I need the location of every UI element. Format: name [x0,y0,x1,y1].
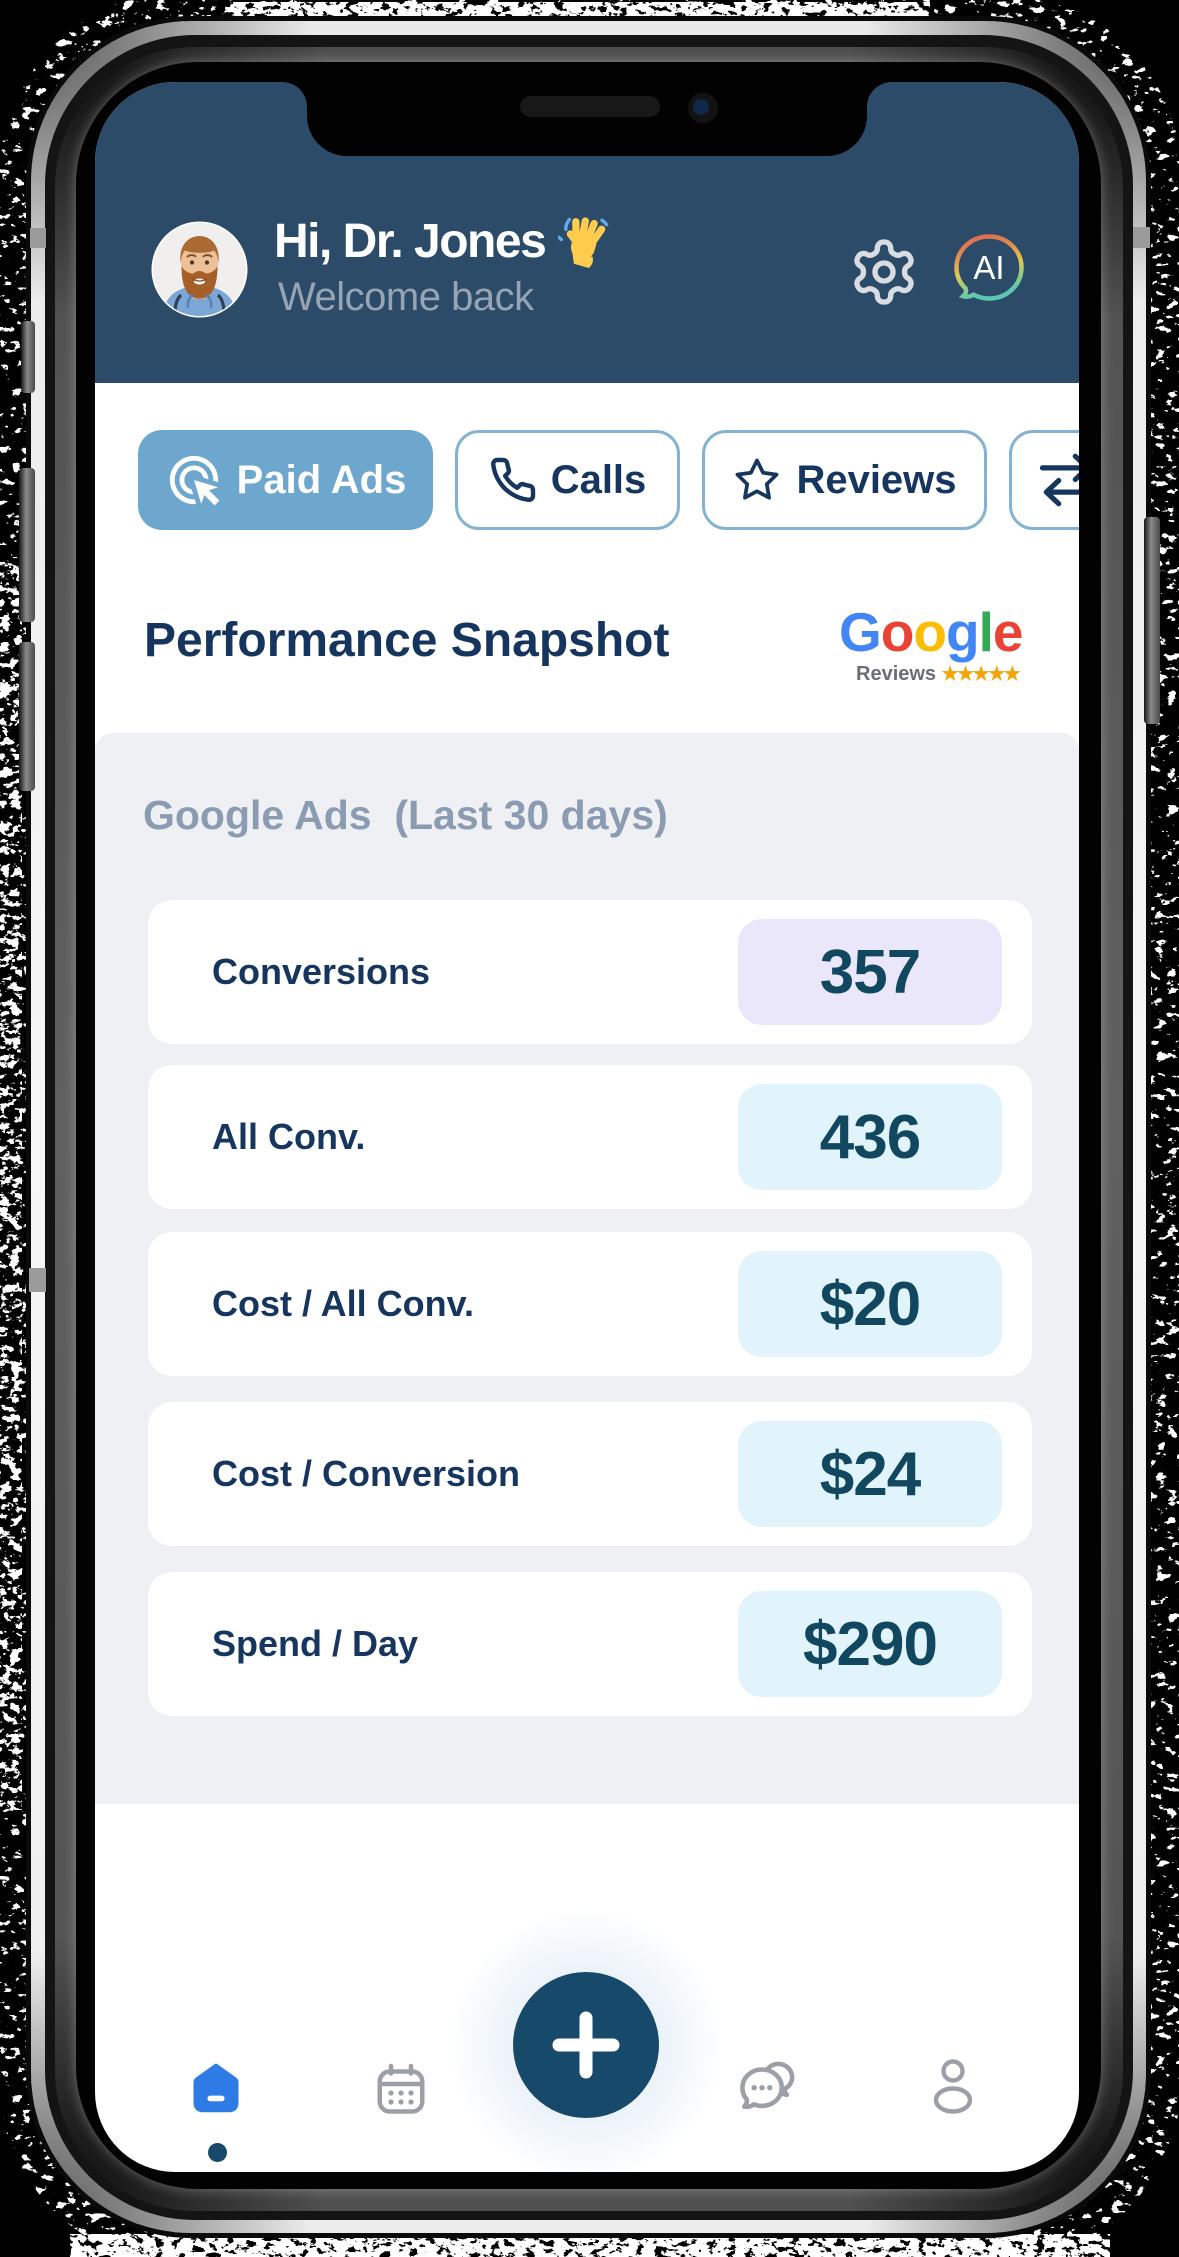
svg-text:AI: AI [973,249,1004,286]
